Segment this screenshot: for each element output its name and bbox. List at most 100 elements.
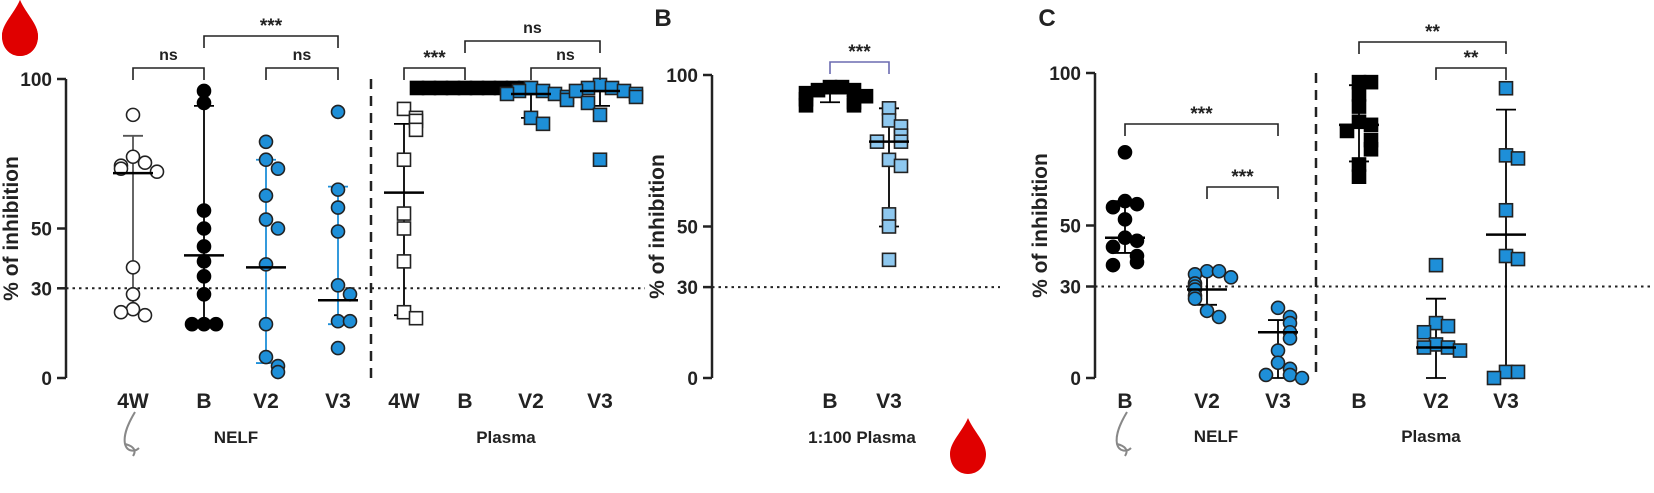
series-v3 — [318, 104, 358, 356]
data-point — [1105, 199, 1121, 215]
data-point — [196, 83, 212, 99]
data-point — [1363, 141, 1379, 157]
data-point — [1211, 263, 1227, 279]
data-point — [113, 304, 129, 320]
bracket-line — [829, 61, 890, 74]
series-b — [1339, 74, 1379, 184]
data-point — [1270, 343, 1286, 358]
data-point — [881, 207, 897, 222]
data-point — [1510, 151, 1526, 166]
data-point — [846, 98, 862, 113]
significance-bracket: *** — [1124, 104, 1279, 136]
series-v3 — [568, 77, 644, 168]
significance-bracket: *** — [403, 48, 466, 80]
data-point — [846, 82, 862, 98]
data-point — [535, 83, 551, 99]
x-tick-label: B — [1351, 390, 1366, 413]
significance-label: ns — [159, 47, 178, 64]
data-point — [535, 116, 551, 132]
series-b — [184, 83, 224, 332]
data-point — [330, 104, 346, 120]
data-point — [858, 88, 874, 104]
data-point — [330, 278, 346, 293]
data-point — [1129, 254, 1145, 270]
data-point — [408, 310, 424, 326]
bracket-line — [464, 40, 601, 53]
y-tick-label: 100 — [1049, 64, 1081, 85]
significance-bracket: ** — [1435, 48, 1507, 80]
data-point — [125, 107, 141, 123]
panel-letter: C — [1038, 5, 1055, 32]
bracket-line — [1206, 186, 1279, 199]
data-point — [1294, 370, 1310, 386]
data-point — [1199, 263, 1215, 279]
data-point — [196, 254, 212, 269]
data-point — [330, 340, 346, 356]
group-label: Plasma — [476, 428, 536, 447]
data-point — [208, 316, 224, 332]
data-point — [396, 254, 412, 269]
data-point — [196, 239, 212, 254]
data-point — [196, 269, 212, 284]
significance-label: ns — [556, 47, 575, 64]
data-point — [1351, 114, 1367, 130]
y-tick-label: 50 — [31, 220, 52, 241]
data-point — [1339, 123, 1355, 139]
data-point — [342, 313, 358, 329]
data-point — [592, 152, 608, 168]
data-point — [184, 316, 200, 332]
x-tick-label: 4W — [117, 390, 149, 413]
panel-b: B 0 30 50 100 % of inhibition B V3 1:100 Plasma *… — [646, 5, 1000, 474]
data-point — [125, 149, 141, 165]
panel-a: A03050100% of inhibition4WBV2V3NELF4WBV2… — [0, 0, 645, 457]
y-tick-label: 100 — [666, 66, 698, 87]
x-tick-label: V2 — [253, 390, 279, 413]
data-point — [881, 101, 897, 116]
data-point — [196, 316, 212, 332]
data-point — [396, 152, 412, 168]
bracket-line — [1435, 67, 1507, 80]
series-v2 — [1416, 257, 1468, 379]
data-point — [1428, 315, 1444, 331]
group-label: NELF — [214, 428, 258, 447]
data-point — [330, 200, 346, 215]
data-point — [258, 152, 274, 168]
data-point — [1428, 257, 1444, 273]
significance-bracket: ns — [132, 47, 205, 80]
data-point — [270, 221, 286, 236]
data-point — [137, 307, 153, 323]
series-4w — [113, 107, 165, 323]
significance-bracket: *** — [1206, 167, 1279, 199]
x-tick-label: B — [457, 390, 472, 413]
data-point — [1498, 148, 1514, 163]
bracket-line — [265, 67, 339, 80]
nose-icon — [123, 411, 140, 457]
data-point — [1351, 87, 1367, 102]
data-point — [125, 286, 141, 302]
data-point — [196, 95, 212, 111]
x-tick-label: V3 — [876, 390, 902, 413]
data-point — [881, 113, 897, 128]
y-tick-label: 30 — [31, 279, 52, 300]
x-tick-label: B — [196, 390, 211, 413]
data-point — [881, 152, 897, 168]
significance-label: *** — [260, 16, 283, 37]
data-point — [196, 221, 212, 236]
data-point — [330, 224, 346, 239]
data-point — [270, 161, 286, 176]
data-point — [1351, 74, 1367, 90]
data-point — [523, 110, 539, 126]
data-point — [1187, 291, 1203, 307]
bracket-line — [132, 67, 205, 80]
data-point — [1117, 193, 1133, 209]
data-point — [1498, 248, 1514, 264]
data-point — [1105, 239, 1121, 255]
data-point — [1117, 212, 1133, 227]
significance-bracket: *** — [829, 42, 890, 74]
bracket-line — [403, 67, 466, 80]
data-point — [258, 257, 274, 272]
significance-label: *** — [1231, 167, 1254, 188]
y-axis-label: % of inhibition — [1029, 153, 1052, 298]
bracket-line — [1124, 123, 1279, 136]
